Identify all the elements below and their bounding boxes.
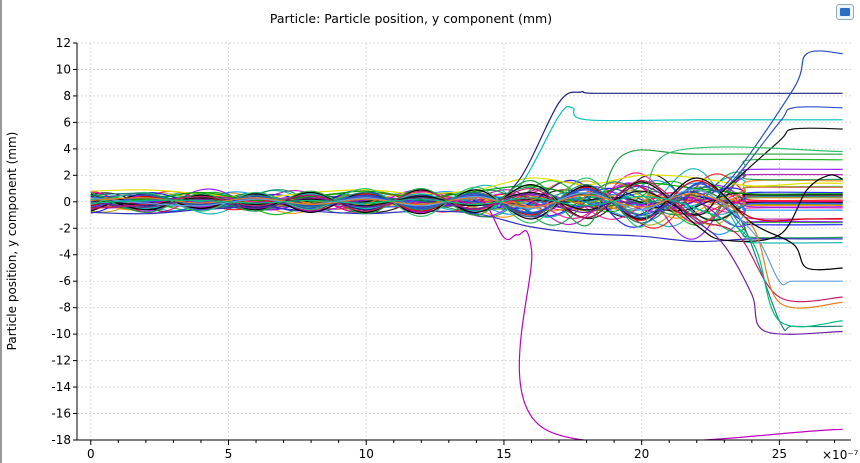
x-tick-label: 5 xyxy=(225,447,233,461)
y-tick-label: -2 xyxy=(59,221,71,235)
x-tick-label: 0 xyxy=(87,447,95,461)
y-axis-label: Particle position, y component (mm) xyxy=(5,132,19,351)
chart-title: Particle: Particle position, y component… xyxy=(270,11,552,26)
series-13-line xyxy=(90,146,843,228)
y-tick-label: -16 xyxy=(51,407,71,421)
y-tick-label: -14 xyxy=(51,380,71,394)
series-1-line xyxy=(90,206,843,243)
y-tick-label: 8 xyxy=(63,89,71,103)
series-12-line xyxy=(90,149,843,227)
series-19-line xyxy=(90,195,843,328)
y-tick-label: 0 xyxy=(63,195,71,209)
y-tick-label: -18 xyxy=(51,433,71,447)
y-tick-label: -8 xyxy=(59,301,71,315)
y-tick-label: 12 xyxy=(56,36,71,50)
y-tick-label: 4 xyxy=(63,142,71,156)
plot-settings-icon[interactable] xyxy=(836,4,854,20)
y-tick-label: -10 xyxy=(51,327,71,341)
y-tick-label: 2 xyxy=(63,168,71,182)
series-2-line xyxy=(90,182,843,202)
series-8-line xyxy=(90,174,843,242)
y-tick-label: -12 xyxy=(51,354,71,368)
plot-settings-icon-glyph xyxy=(840,8,850,16)
y-tick-label: -6 xyxy=(59,274,71,288)
x-tick-label: 20 xyxy=(634,447,649,461)
series-14-line xyxy=(90,185,843,335)
y-tick-label: 10 xyxy=(56,62,71,76)
y-tick-label: 6 xyxy=(63,115,71,129)
trajectory-lines xyxy=(90,50,843,440)
series-group xyxy=(90,50,843,440)
y-tick-label: -4 xyxy=(59,248,71,262)
window-left-border xyxy=(0,0,2,463)
series-15-line xyxy=(90,183,843,332)
x-tick-label: 25 xyxy=(772,447,787,461)
x-axis-multiplier: ×10⁻⁷ xyxy=(822,448,859,462)
x-tick-label: 10 xyxy=(359,447,374,461)
x-tick-label: 15 xyxy=(496,447,511,461)
series-16-line xyxy=(90,179,843,303)
series-5-line xyxy=(90,194,843,440)
